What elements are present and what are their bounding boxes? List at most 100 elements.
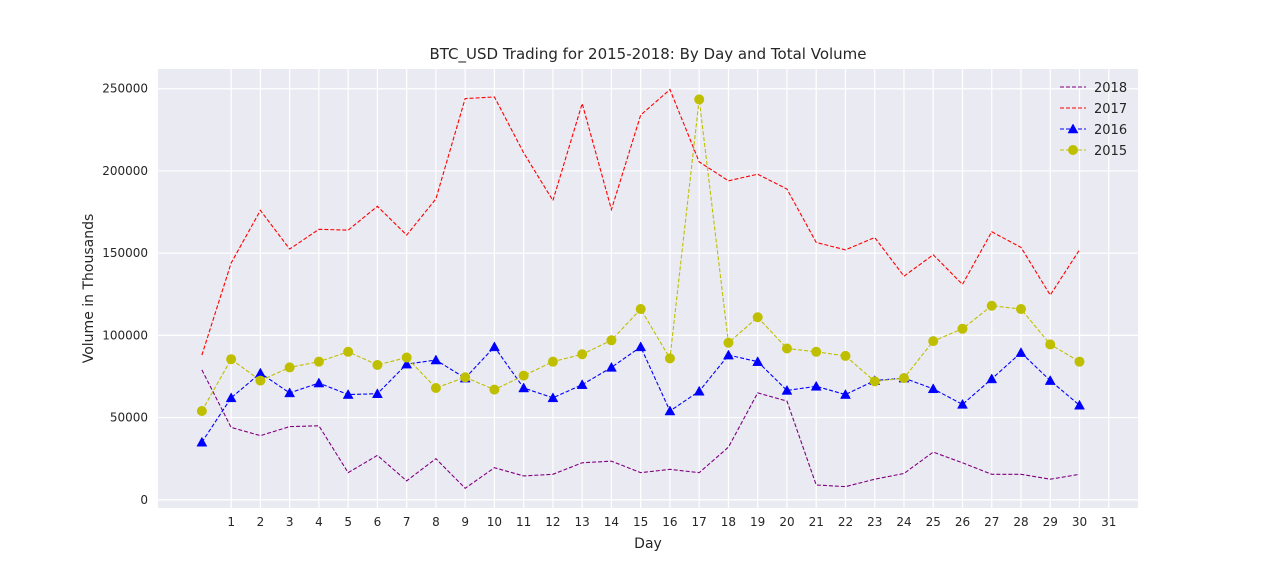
legend-label: 2015 [1094, 144, 1127, 159]
data-point [723, 337, 734, 348]
data-point [1074, 356, 1085, 367]
x-tick-label: 8 [432, 515, 440, 529]
legend-marker [1068, 145, 1078, 155]
data-point [957, 398, 968, 409]
data-point [196, 405, 207, 416]
data-point [342, 389, 354, 399]
data-point [284, 387, 296, 398]
data-point [840, 350, 851, 361]
x-tick-label: 9 [461, 515, 469, 529]
legend-label: 2017 [1094, 102, 1127, 117]
data-point [430, 354, 442, 365]
legend-item: 2017 [1060, 102, 1127, 117]
x-tick-label: 6 [374, 515, 382, 529]
series-lines [196, 88, 1085, 489]
x-tick-label: 2 [257, 515, 265, 529]
data-point [255, 375, 266, 386]
data-point [489, 384, 500, 395]
data-point [606, 361, 617, 372]
series-2017 [201, 88, 1080, 356]
x-tick-label: 30 [1072, 515, 1087, 529]
data-point [1045, 339, 1056, 350]
data-point [401, 358, 413, 369]
data-point [927, 383, 939, 394]
data-point [664, 353, 675, 364]
data-point [518, 370, 529, 381]
legend-item: 2015 [1060, 144, 1127, 159]
data-point [547, 392, 559, 403]
data-point [693, 385, 705, 396]
data-point [1044, 375, 1056, 385]
x-tick-label: 31 [1101, 515, 1116, 529]
x-tick-label: 21 [809, 515, 824, 529]
x-tick-label: 20 [779, 515, 794, 529]
data-point [957, 323, 968, 334]
data-point [781, 343, 792, 354]
data-point [488, 341, 500, 352]
data-point [928, 336, 939, 347]
data-point [1015, 347, 1027, 357]
y-axis-label: Volume in Thousands [81, 214, 97, 364]
data-point [226, 354, 237, 365]
data-point [313, 356, 324, 367]
x-tick-label: 27 [984, 515, 999, 529]
x-tick-label: 29 [1043, 515, 1058, 529]
legend: 2018 2017 2016 2015 [1060, 81, 1127, 159]
data-point [577, 349, 588, 360]
data-point [430, 382, 441, 393]
x-tick-label: 7 [403, 515, 411, 529]
x-tick-label: 24 [896, 515, 911, 529]
data-point [635, 341, 647, 352]
x-tick-label: 18 [721, 515, 736, 529]
legend-label: 2018 [1094, 81, 1127, 96]
data-point [371, 388, 383, 398]
data-point [196, 436, 208, 447]
legend-item: 2016 [1060, 123, 1127, 138]
x-tick-label: 5 [344, 515, 352, 529]
data-point [723, 349, 734, 360]
data-point [840, 389, 851, 399]
data-point [635, 304, 646, 315]
data-point [547, 356, 558, 367]
x-tick-label: 23 [867, 515, 882, 529]
data-point [576, 379, 588, 389]
x-tick-label: 3 [286, 515, 294, 529]
x-axis-ticks: 1 2 3 4 5 6 7 8 9 10 11 12 13 14 15 16 17 18 19 20 21 22 23 24 2… [227, 515, 1116, 529]
data-point [810, 380, 822, 391]
y-tick-label: 0 [140, 493, 148, 507]
y-tick-label: 150000 [102, 246, 148, 260]
data-point [1074, 399, 1085, 410]
series-2018 [201, 369, 1080, 489]
data-point [372, 359, 383, 370]
x-tick-label: 19 [750, 515, 765, 529]
x-tick-label: 15 [633, 515, 648, 529]
x-tick-label: 14 [604, 515, 619, 529]
data-point [313, 377, 325, 388]
data-point [898, 373, 909, 384]
x-tick-label: 10 [487, 515, 502, 529]
plot-area [158, 69, 1138, 508]
y-tick-label: 100000 [102, 328, 148, 342]
x-tick-label: 25 [926, 515, 941, 529]
x-tick-label: 16 [662, 515, 677, 529]
x-tick-label: 26 [955, 515, 970, 529]
y-tick-label: 250000 [102, 82, 148, 96]
series-line-2018 [201, 369, 1080, 489]
x-tick-label: 28 [1013, 515, 1028, 529]
x-tick-label: 17 [692, 515, 707, 529]
data-point [986, 300, 997, 311]
data-point [694, 94, 705, 105]
x-tick-label: 22 [838, 515, 853, 529]
data-point [606, 335, 617, 346]
data-point [518, 382, 530, 393]
data-point [869, 376, 880, 387]
series-2015 [196, 94, 1085, 416]
y-axis-ticks: 0 50000 100000 150000 200000 250000 [102, 82, 148, 507]
legend-item: 2018 [1060, 81, 1127, 96]
chart-title: BTC_USD Trading for 2015-2018: By Day an… [429, 45, 866, 64]
series-line-2017 [201, 88, 1080, 356]
legend-marker [1067, 123, 1079, 134]
data-point [811, 346, 822, 357]
